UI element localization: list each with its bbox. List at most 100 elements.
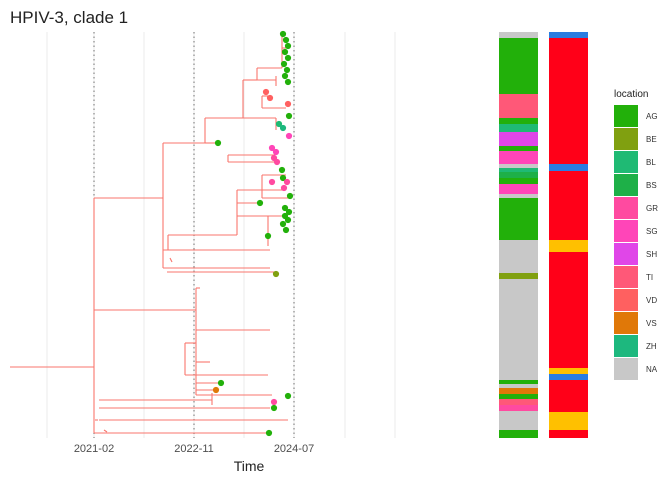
heatmap-cell-lineage: [549, 412, 588, 430]
tip-point: [268, 144, 276, 152]
tip-point: [265, 429, 273, 437]
tip-point: [283, 66, 291, 74]
heatmap-cell-location: [499, 240, 538, 273]
legend-key: [614, 197, 638, 219]
tip-point: [284, 54, 292, 62]
tip-point: [285, 132, 293, 140]
heatmap-cell-lineage: [549, 430, 588, 438]
heatmap-cell-location: [499, 405, 538, 411]
tip-point: [270, 404, 278, 412]
legend-key: [614, 335, 638, 357]
legend-label: NA: [646, 365, 658, 374]
heatmap-cell-location: [499, 146, 538, 151]
heatmap-cell-location: [499, 430, 538, 438]
heatmap-cell-location: [499, 168, 538, 172]
heatmap-cell-location: [499, 132, 538, 146]
legend-key: [614, 220, 638, 242]
legend: location AG BE BL BS GR SG SH TI VD VS ZH NA: [614, 89, 658, 380]
tip-point: [283, 178, 291, 186]
tip-point: [212, 386, 220, 394]
tip-point: [217, 379, 225, 387]
heatmap-cell-lineage: [549, 374, 588, 380]
legend-label: BL: [646, 158, 656, 167]
tip-point: [284, 392, 292, 400]
legend-key: [614, 289, 638, 311]
tip-point: [286, 192, 294, 200]
x-tick-label: 2024-07: [274, 443, 314, 455]
tip-point: [272, 270, 280, 278]
tip-point: [278, 166, 286, 174]
tip-point: [266, 94, 274, 102]
legend-key: [614, 151, 638, 173]
legend-label: GR: [646, 204, 658, 213]
heatmap-cell-lineage: [549, 38, 588, 164]
legend-key: [614, 105, 638, 127]
tip-point: [268, 178, 276, 186]
heatmap-cell-location: [499, 38, 538, 94]
heatmap-cell-location: [499, 118, 538, 124]
heatmap-cell-location: [499, 184, 538, 194]
heatmap-cell-location: [499, 32, 538, 38]
tip-point: [284, 100, 292, 108]
heatmap-cell-location: [499, 94, 538, 118]
tip-point: [282, 226, 290, 234]
legend-key: [614, 243, 638, 265]
tip-point: [280, 60, 288, 68]
tip-point: [281, 72, 289, 80]
tip-point: [256, 199, 264, 207]
tip-point: [279, 124, 287, 132]
tip-point: [279, 174, 287, 182]
tip-point: [272, 148, 280, 156]
tip-point: [273, 158, 281, 166]
heatmap-cell-location: [499, 384, 538, 388]
tree: [10, 34, 290, 434]
legend-label: TI: [646, 273, 653, 282]
heatmap-cell-location: [499, 164, 538, 168]
legend-label: BE: [646, 135, 657, 144]
legend-title: location: [614, 89, 648, 100]
heatmap-cell-location: [499, 178, 538, 184]
legend-label: AG: [646, 112, 658, 121]
x-axis-label: Time: [234, 458, 265, 474]
tip-points: [212, 30, 294, 437]
legend-label: BS: [646, 181, 657, 190]
tip-point: [282, 36, 290, 44]
heatmap-cell-lineage: [549, 380, 588, 412]
tip-point: [281, 48, 289, 56]
heatmap-cell-lineage: [549, 368, 588, 374]
heatmap-cell-location: [499, 151, 538, 164]
tip-point: [280, 184, 288, 192]
tip-point: [285, 208, 293, 216]
legend-key: [614, 266, 638, 288]
legend-key: [614, 174, 638, 196]
tip-point: [214, 139, 222, 147]
tip-point: [281, 204, 289, 212]
heatmap-cell-location: [499, 394, 538, 399]
tip-point: [279, 30, 287, 38]
heatmap-cell-location: [499, 198, 538, 240]
heatmap-cell-location: [499, 388, 538, 394]
legend-label: SH: [646, 250, 657, 259]
legend-label: VD: [646, 296, 657, 305]
tip-point: [264, 232, 272, 240]
tip-point: [262, 88, 270, 96]
legend-key: [614, 358, 638, 380]
heatmap-cell-lineage: [549, 32, 588, 38]
legend-label: SG: [646, 227, 658, 236]
tree-branch: [169, 257, 173, 263]
x-axis-ticks: 2021-02 2022-11 2024-07: [74, 443, 314, 455]
heatmap-cell-location: [499, 194, 538, 198]
heatmap-cell-lineage: [549, 171, 588, 240]
tip-point: [270, 398, 278, 406]
tree-branch: [103, 429, 108, 433]
lineage-heatmap-column: [549, 32, 588, 438]
tip-point: [275, 120, 283, 128]
location-heatmap-column: [499, 32, 538, 438]
legend-label: VS: [646, 319, 657, 328]
heatmap-cell-location: [499, 411, 538, 430]
tip-point: [285, 112, 293, 120]
x-tick-label: 2022-11: [174, 443, 214, 455]
heatmap-cell-lineage: [549, 252, 588, 368]
chart-title: HPIV-3, clade 1: [10, 8, 128, 27]
